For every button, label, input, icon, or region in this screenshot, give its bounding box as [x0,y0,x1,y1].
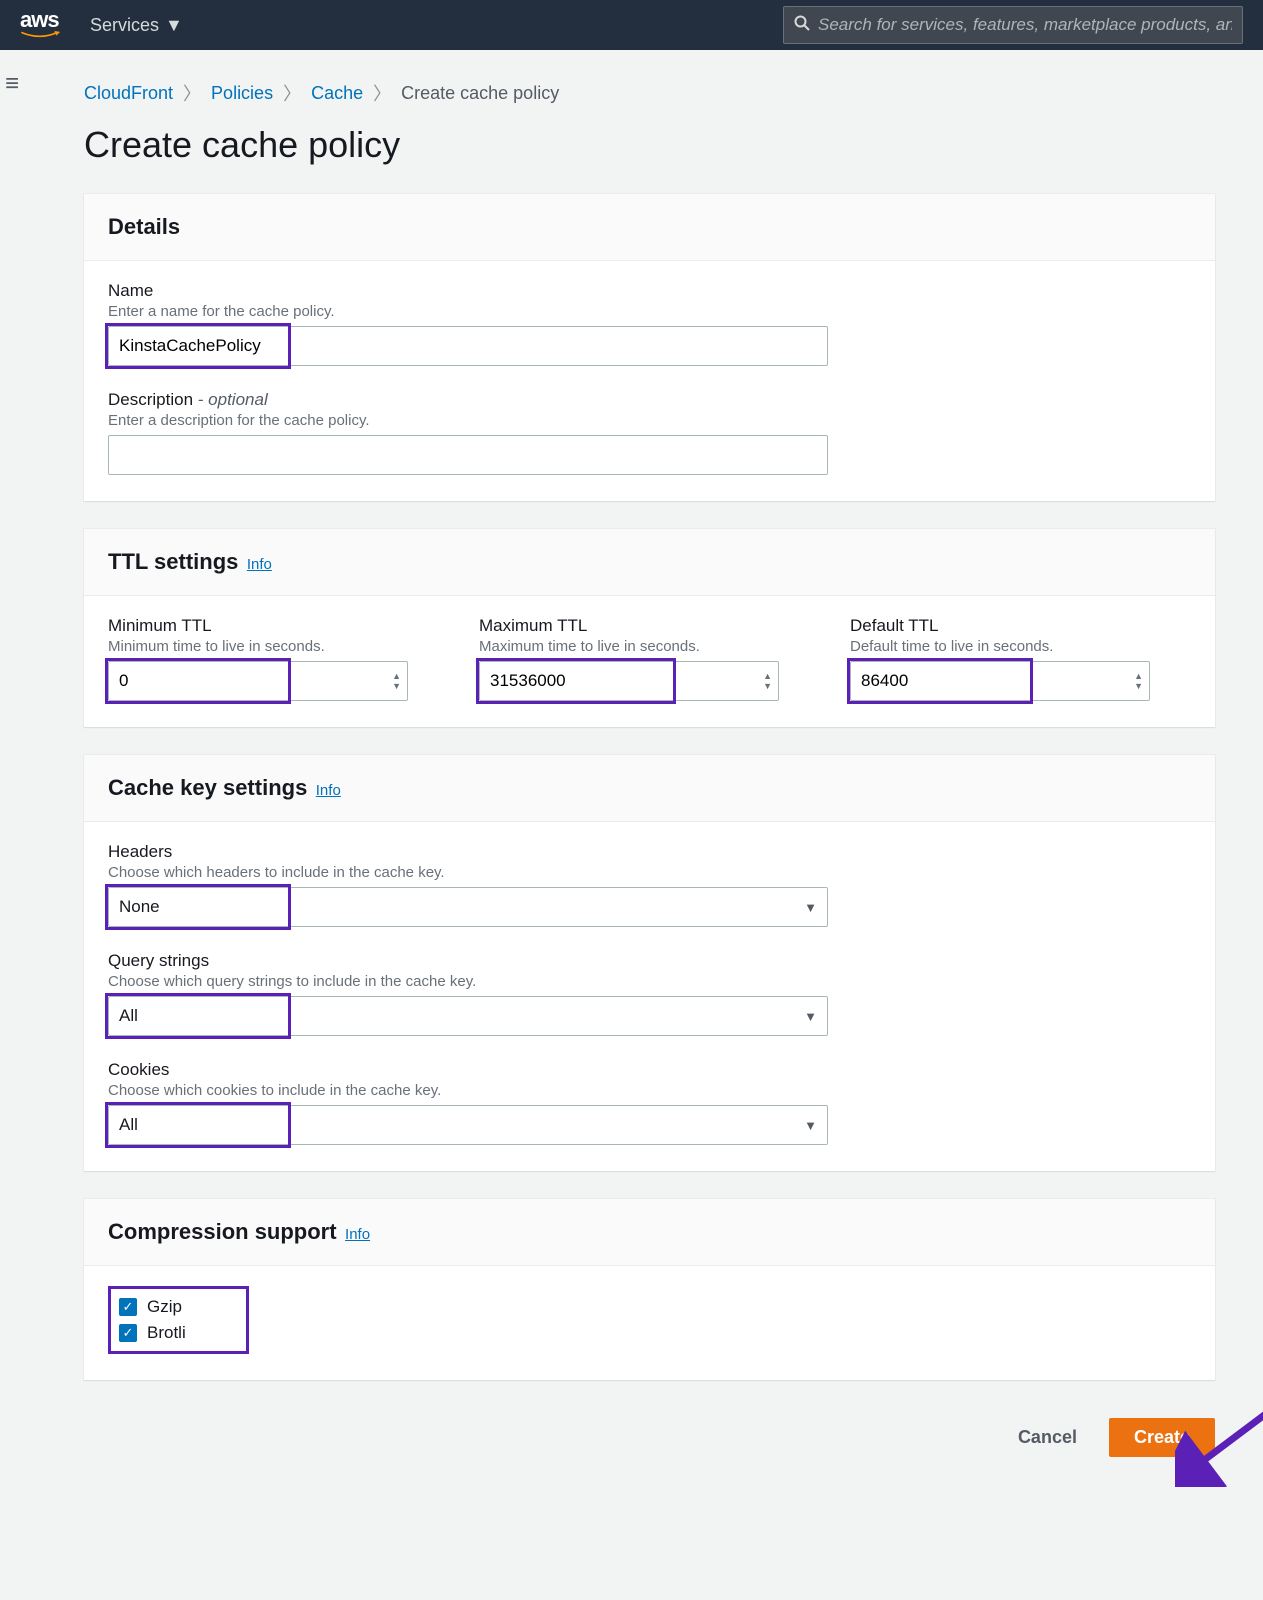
headers-value: None [119,897,160,917]
query-strings-desc: Choose which query strings to include in… [108,973,1191,990]
default-ttl-desc: Default time to live in seconds. [850,638,1191,655]
default-ttl-field: Default TTL Default time to live in seco… [850,616,1191,701]
cookies-value: All [119,1115,138,1135]
min-ttl-field: Minimum TTL Minimum time to live in seco… [108,616,449,701]
cache-key-header: Cache key settings Info [84,755,1215,822]
search-bar[interactable] [783,6,1243,44]
breadcrumb-cache[interactable]: Cache [311,83,363,104]
default-ttl-input[interactable] [851,662,1134,700]
ttl-heading: TTL settings [108,549,238,574]
name-label: Name [108,281,1191,301]
top-header: aws Services ▼ [0,0,1263,50]
description-input[interactable] [108,435,828,475]
aws-smile-icon [20,31,60,39]
breadcrumb-policies[interactable]: Policies [211,83,273,104]
description-label: Description - optional [108,390,1191,410]
headers-field: Headers Choose which headers to include … [108,842,1191,927]
chevron-down-icon: ▼ [804,900,817,915]
details-panel: Details Name Enter a name for the cache … [84,194,1215,501]
compression-info-link[interactable]: Info [345,1226,370,1243]
brotli-row[interactable]: ✓ Brotli [119,1323,186,1343]
chevron-right-icon: 〉 [373,80,391,106]
cache-key-panel: Cache key settings Info Headers Choose w… [84,755,1215,1171]
max-ttl-label: Maximum TTL [479,616,820,636]
chevron-right-icon: 〉 [283,80,301,106]
services-menu[interactable]: Services ▼ [90,15,183,36]
min-ttl-label: Minimum TTL [108,616,449,636]
create-button[interactable]: Create [1109,1418,1215,1457]
max-ttl-field: Maximum TTL Maximum time to live in seco… [479,616,820,701]
aws-logo-text: aws [20,11,60,29]
compression-header: Compression support Info [84,1199,1215,1266]
chevron-down-icon: ▼ [165,15,183,36]
main-content: CloudFront 〉 Policies 〉 Cache 〉 Create c… [36,50,1263,1517]
spinner-icon[interactable]: ▲▼ [392,672,401,691]
chevron-down-icon: ▼ [804,1118,817,1133]
headers-desc: Choose which headers to include in the c… [108,864,1191,881]
sidebar-toggle-icon[interactable]: ≡ [0,60,24,108]
max-ttl-desc: Maximum time to live in seconds. [479,638,820,655]
query-strings-select[interactable]: All ▼ [108,996,828,1036]
search-icon [794,15,810,36]
gzip-checkbox[interactable]: ✓ [119,1298,137,1316]
cookies-label: Cookies [108,1060,1191,1080]
query-strings-field: Query strings Choose which query strings… [108,951,1191,1036]
spinner-icon[interactable]: ▲▼ [1134,672,1143,691]
services-label: Services [90,15,159,36]
cookies-field: Cookies Choose which cookies to include … [108,1060,1191,1145]
breadcrumb: CloudFront 〉 Policies 〉 Cache 〉 Create c… [84,80,1215,106]
min-ttl-input[interactable] [109,662,392,700]
details-heading: Details [108,214,180,239]
compression-panel: Compression support Info ✓ Gzip ✓ Brotli [84,1199,1215,1380]
search-input[interactable] [818,15,1232,35]
breadcrumb-cloudfront[interactable]: CloudFront [84,83,173,104]
cookies-desc: Choose which cookies to include in the c… [108,1082,1191,1099]
query-strings-label: Query strings [108,951,1191,971]
compression-highlight: ✓ Gzip ✓ Brotli [108,1286,249,1354]
name-input[interactable] [108,326,828,366]
ttl-header: TTL settings Info [84,529,1215,596]
chevron-down-icon: ▼ [804,1009,817,1024]
brotli-label: Brotli [147,1323,186,1343]
compression-heading: Compression support [108,1219,337,1244]
description-desc: Enter a description for the cache policy… [108,412,1191,429]
name-desc: Enter a name for the cache policy. [108,303,1191,320]
default-ttl-label: Default TTL [850,616,1191,636]
cache-key-heading: Cache key settings [108,775,307,800]
spinner-icon[interactable]: ▲▼ [763,672,772,691]
cookies-select[interactable]: All ▼ [108,1105,828,1145]
cancel-button[interactable]: Cancel [998,1419,1097,1456]
cache-key-info-link[interactable]: Info [316,782,341,799]
brotli-checkbox[interactable]: ✓ [119,1324,137,1342]
headers-select[interactable]: None ▼ [108,887,828,927]
min-ttl-desc: Minimum time to live in seconds. [108,638,449,655]
ttl-info-link[interactable]: Info [247,556,272,573]
breadcrumb-current: Create cache policy [401,83,559,104]
footer-actions: Cancel Create [84,1408,1215,1477]
gzip-row[interactable]: ✓ Gzip [119,1297,186,1317]
aws-logo[interactable]: aws [20,11,60,39]
gzip-label: Gzip [147,1297,182,1317]
description-field: Description - optional Enter a descripti… [108,390,1191,475]
max-ttl-input[interactable] [480,662,763,700]
page-title: Create cache policy [84,124,1215,166]
query-strings-value: All [119,1006,138,1026]
chevron-right-icon: 〉 [183,80,201,106]
details-header: Details [84,194,1215,261]
ttl-panel: TTL settings Info Minimum TTL Minimum ti… [84,529,1215,727]
headers-label: Headers [108,842,1191,862]
name-field: Name Enter a name for the cache policy. [108,281,1191,366]
